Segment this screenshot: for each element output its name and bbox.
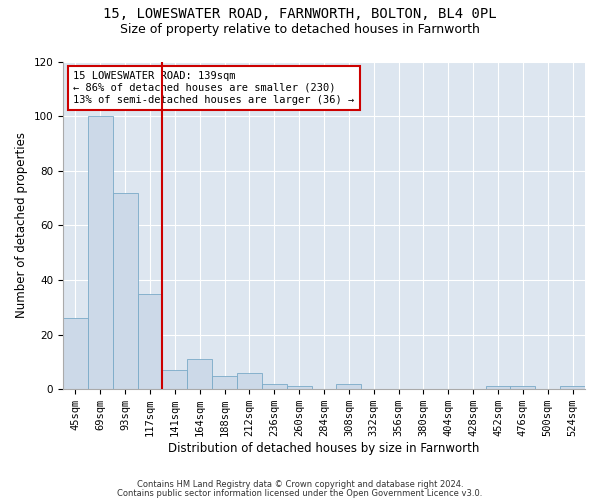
Bar <box>337 384 361 389</box>
Text: Size of property relative to detached houses in Farnworth: Size of property relative to detached ho… <box>120 22 480 36</box>
Bar <box>113 192 137 389</box>
Bar <box>88 116 113 389</box>
Text: Contains HM Land Registry data © Crown copyright and database right 2024.: Contains HM Land Registry data © Crown c… <box>137 480 463 489</box>
X-axis label: Distribution of detached houses by size in Farnworth: Distribution of detached houses by size … <box>169 442 480 455</box>
Bar <box>287 386 311 389</box>
Bar <box>262 384 287 389</box>
Bar <box>163 370 187 389</box>
Bar <box>560 386 585 389</box>
Bar <box>187 359 212 389</box>
Text: 15, LOWESWATER ROAD, FARNWORTH, BOLTON, BL4 0PL: 15, LOWESWATER ROAD, FARNWORTH, BOLTON, … <box>103 8 497 22</box>
Bar <box>212 376 237 389</box>
Bar <box>137 294 163 389</box>
Text: 15 LOWESWATER ROAD: 139sqm
← 86% of detached houses are smaller (230)
13% of sem: 15 LOWESWATER ROAD: 139sqm ← 86% of deta… <box>73 72 355 104</box>
Bar <box>511 386 535 389</box>
Bar <box>237 373 262 389</box>
Bar <box>63 318 88 389</box>
Bar <box>485 386 511 389</box>
Y-axis label: Number of detached properties: Number of detached properties <box>15 132 28 318</box>
Text: Contains public sector information licensed under the Open Government Licence v3: Contains public sector information licen… <box>118 488 482 498</box>
